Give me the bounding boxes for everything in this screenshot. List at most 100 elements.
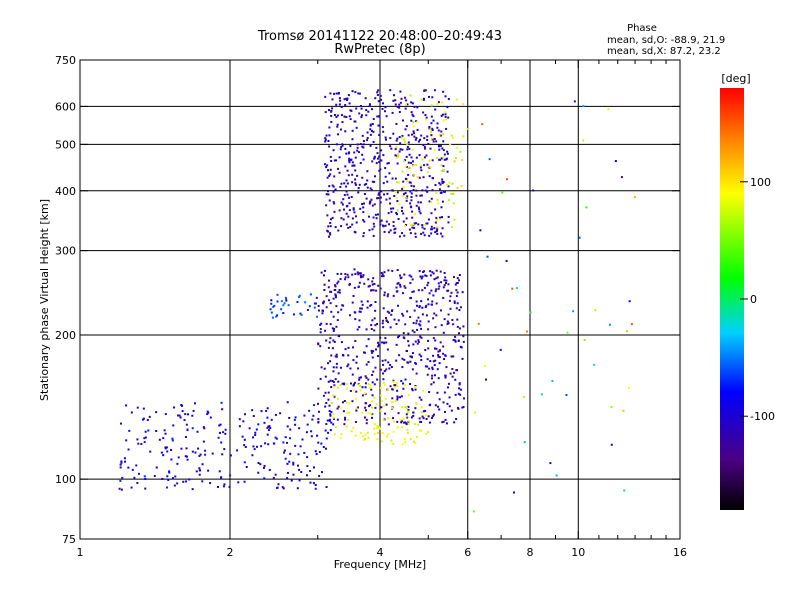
data-point — [359, 310, 362, 313]
data-point — [347, 215, 350, 218]
data-point — [411, 352, 414, 355]
data-point — [353, 286, 356, 289]
data-point — [420, 277, 423, 280]
data-point — [442, 296, 445, 299]
data-point — [436, 156, 439, 159]
data-point — [389, 385, 392, 388]
data-point — [477, 322, 480, 325]
data-point — [404, 421, 407, 424]
data-point — [358, 183, 361, 186]
data-point — [370, 400, 373, 403]
data-point — [366, 131, 369, 134]
data-point — [442, 90, 445, 93]
data-point — [396, 156, 399, 159]
data-point — [432, 337, 435, 340]
data-point — [422, 389, 425, 392]
data-point — [451, 367, 454, 370]
data-point — [457, 339, 460, 342]
data-point — [329, 218, 332, 221]
data-point — [419, 429, 422, 432]
data-point — [445, 422, 448, 425]
data-point — [237, 481, 240, 484]
data-point — [449, 295, 452, 298]
data-point — [336, 386, 339, 389]
y-tick-label: 500 — [55, 138, 76, 151]
data-point — [614, 159, 617, 162]
data-point — [357, 151, 360, 154]
data-point — [371, 204, 374, 207]
data-point — [347, 226, 350, 229]
data-point — [325, 401, 328, 404]
data-point — [406, 431, 409, 434]
data-point — [329, 337, 332, 340]
data-point — [432, 360, 435, 363]
data-point — [425, 118, 428, 121]
data-point — [361, 153, 364, 156]
data-point — [425, 314, 428, 317]
data-point — [143, 475, 146, 478]
data-point — [412, 173, 415, 176]
data-point — [155, 466, 158, 469]
data-point — [440, 130, 443, 133]
data-point — [299, 312, 302, 315]
data-point — [380, 400, 383, 403]
data-point — [438, 285, 441, 288]
data-point — [413, 227, 416, 230]
data-point — [455, 418, 458, 421]
data-point — [430, 383, 433, 386]
data-point — [385, 319, 388, 322]
data-point — [488, 158, 491, 161]
data-point — [330, 120, 333, 123]
data-point — [351, 301, 354, 304]
data-point — [282, 441, 285, 444]
data-point — [610, 405, 613, 408]
data-point — [415, 137, 418, 140]
data-point — [348, 115, 351, 118]
data-point — [373, 317, 376, 320]
data-point — [206, 410, 209, 413]
data-point — [407, 332, 410, 335]
data-point — [459, 393, 462, 396]
data-point — [408, 181, 411, 184]
data-point — [389, 145, 392, 148]
data-point — [405, 125, 408, 128]
data-point — [437, 282, 440, 285]
data-point — [426, 190, 429, 193]
data-point — [348, 151, 351, 154]
data-point — [357, 191, 360, 194]
data-point — [441, 181, 444, 184]
data-point — [384, 167, 387, 170]
data-point — [582, 104, 585, 107]
data-point — [392, 220, 395, 223]
data-point — [359, 162, 362, 165]
data-point — [345, 205, 348, 208]
data-point — [415, 402, 418, 405]
data-point — [358, 92, 361, 95]
data-point — [137, 442, 140, 445]
data-point — [375, 146, 378, 149]
data-point — [433, 364, 436, 367]
data-point — [396, 105, 399, 108]
data-point — [328, 418, 331, 421]
data-point — [396, 200, 399, 203]
data-point — [394, 399, 397, 402]
data-point — [143, 437, 146, 440]
data-point — [387, 212, 390, 215]
data-point — [312, 482, 315, 485]
data-point — [303, 451, 306, 454]
data-point — [381, 322, 384, 325]
data-point — [442, 352, 445, 355]
data-point — [436, 227, 439, 230]
data-point — [607, 108, 610, 111]
data-point — [364, 386, 367, 389]
data-point — [325, 134, 328, 137]
data-point — [417, 289, 420, 292]
data-point — [349, 367, 352, 370]
data-point — [374, 348, 377, 351]
data-point — [367, 285, 370, 288]
data-point — [430, 200, 433, 203]
data-point — [323, 288, 326, 291]
data-point — [276, 314, 279, 317]
data-point — [366, 139, 369, 142]
data-point — [400, 276, 403, 279]
